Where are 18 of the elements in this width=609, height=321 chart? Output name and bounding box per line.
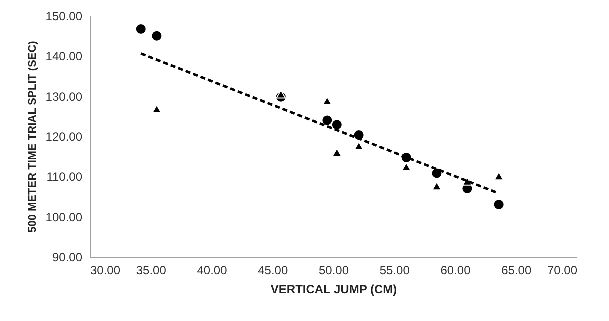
y-tick-label: 90.00 <box>52 250 83 264</box>
y-tick-label: 130.00 <box>46 90 83 104</box>
y-axis-title: 500 METER TIME TRIAL SPLIT (SEC) <box>26 40 39 233</box>
x-tick-label: 45.00 <box>258 264 288 278</box>
y-tick-label: 100.00 <box>46 210 83 224</box>
x-tick-label: 30.00 <box>90 264 121 278</box>
x-tick-label: 40.00 <box>197 264 228 278</box>
x-tick-label: 70.00 <box>547 264 578 278</box>
x-tick-label: 65.00 <box>502 264 532 278</box>
x-tick-label: 50.00 <box>318 264 350 278</box>
x-tick-label: 35.00 <box>136 264 167 278</box>
y-tick-label: 120.00 <box>46 130 83 144</box>
x-axis-title: VERTICAL JUMP (CM) <box>270 282 398 296</box>
y-tick-label: 150.00 <box>46 10 83 24</box>
x-tick-label: 55.00 <box>380 264 410 278</box>
y-tick-label: 140.00 <box>46 50 83 64</box>
x-tick-label: 60.00 <box>440 264 472 278</box>
y-tick-label: 110.00 <box>46 170 83 184</box>
